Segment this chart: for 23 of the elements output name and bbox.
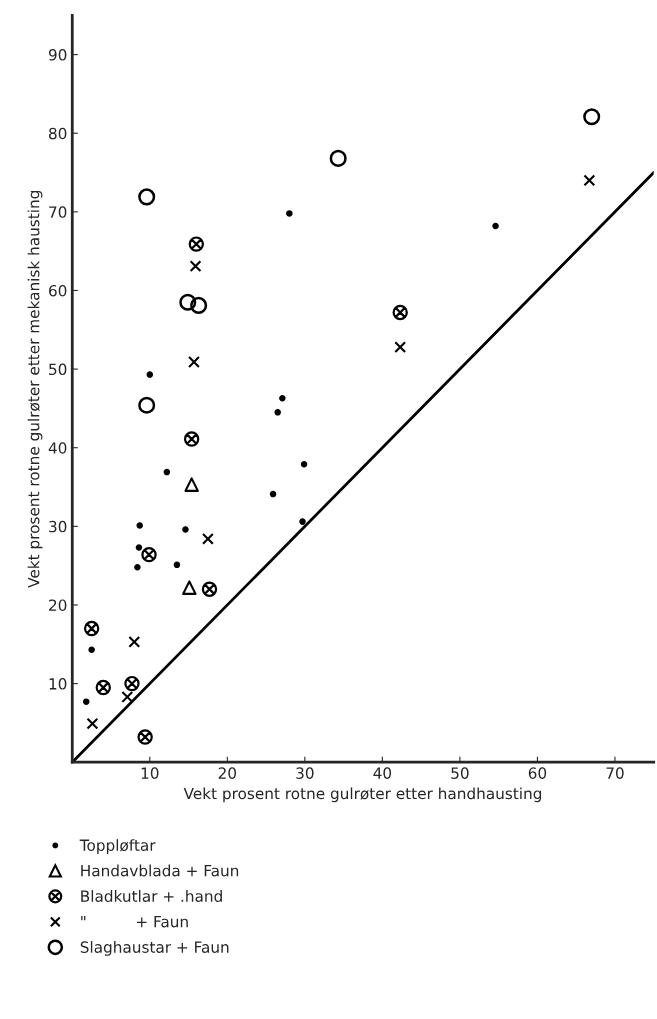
y-tick-label: 30 (49, 520, 67, 533)
x-tick-label: 10 (141, 767, 159, 779)
y-tick-label: 50 (49, 363, 67, 376)
x-tick-label: 60 (528, 767, 547, 779)
legend-label: Bladkutlar + .hand (81, 890, 222, 902)
legend-label: Slaghaustar + Faun (80, 941, 229, 956)
y-tick-label: 60 (49, 284, 67, 297)
y-tick-label: 80 (49, 127, 67, 140)
y-tick-label: 10 (49, 678, 67, 690)
y-tick-label: 70 (49, 206, 67, 218)
x-tick-label: 30 (296, 767, 314, 779)
legend-label: " + Faun (81, 916, 188, 928)
x-tick-label: 50 (451, 767, 469, 779)
y-tick-label: 40 (48, 442, 67, 454)
legend-label: Handavblada + Faun (81, 864, 239, 877)
y-tick-label: 90 (48, 49, 67, 61)
x-axis-title: Vekt prosent rotne gulrøter etter handhausting (183, 787, 542, 803)
x-tick-label: 20 (218, 767, 237, 779)
legend-label: Toppløftar (79, 839, 156, 854)
y-axis-title: Vekt prosent rotne gulrøter etter mekanisk hausting (27, 191, 43, 588)
x-tick-label: 40 (373, 767, 392, 779)
x-tick-label: 70 (606, 767, 624, 779)
y-tick-label: 20 (49, 599, 67, 611)
